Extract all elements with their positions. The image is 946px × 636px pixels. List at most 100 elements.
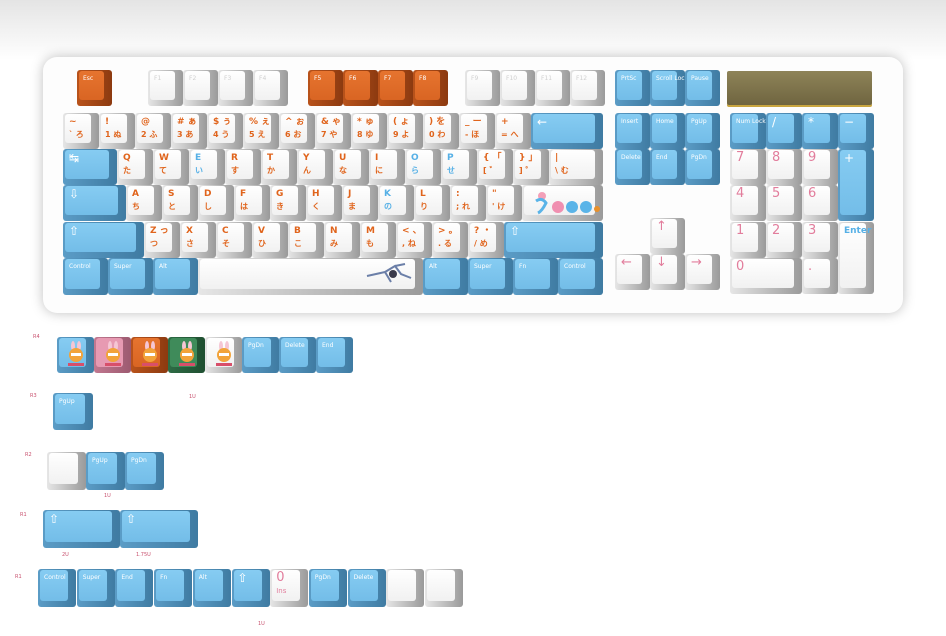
key-pgdn[interactable]: PgDn [685, 149, 720, 185]
key-symbol[interactable]: % ぇ 5 え [243, 113, 279, 149]
key-3[interactable]: 3 [802, 222, 838, 258]
key-8[interactable]: 8 [766, 149, 802, 185]
key-symbol[interactable]: ← [531, 113, 603, 149]
key-f12[interactable]: F12 [570, 70, 605, 106]
key-symbol[interactable]: > 。 . る [432, 222, 468, 258]
key-end[interactable]: End [316, 337, 353, 373]
key-control[interactable]: Control [63, 258, 108, 295]
key-symbol[interactable]: → [685, 254, 720, 290]
key-end[interactable]: End [650, 149, 685, 185]
key-home[interactable]: Home [650, 113, 685, 149]
key-super[interactable]: Super [468, 258, 513, 295]
key-symbol[interactable]: | \ む [549, 149, 603, 185]
key-delete[interactable]: Delete [347, 569, 386, 607]
key-blank[interactable] [47, 452, 86, 490]
key-4[interactable]: 4 [730, 185, 766, 221]
key-symbol[interactable]: ! 1 ぬ [99, 113, 135, 149]
key-symbol[interactable]: * [802, 113, 838, 149]
key-symbol[interactable]: − [838, 113, 874, 149]
key-symbol[interactable]: / [766, 113, 802, 149]
key-symbol[interactable]: @2 ふ [135, 113, 171, 149]
key-blank[interactable] [386, 569, 425, 607]
key-badge[interactable] [168, 337, 205, 373]
key-delete[interactable]: Delete [615, 149, 650, 185]
key-6[interactable]: 6 [802, 185, 838, 221]
key-symbol[interactable]: : ; れ [450, 185, 486, 221]
key-symbol[interactable]: ) を 0 わ [423, 113, 459, 149]
key-symbol[interactable]: ↹ [63, 149, 117, 185]
key-0[interactable]: 0 [730, 258, 802, 294]
key-f2[interactable]: F2 [183, 70, 218, 106]
key-symbol[interactable]: ⇧ [120, 510, 198, 548]
key-symbol[interactable]: < 、 , ね [396, 222, 432, 258]
key-f3[interactable]: F3 [218, 70, 253, 106]
key-alt[interactable]: Alt [423, 258, 468, 295]
key-pgup[interactable]: PgUp [86, 452, 125, 490]
key-f11[interactable]: F11 [535, 70, 570, 106]
key-delete[interactable]: Delete [279, 337, 316, 373]
key-symbol[interactable]: ~ ` ろ [63, 113, 99, 149]
key-symbol[interactable]: } 」] ゜ [513, 149, 549, 185]
key-symbol[interactable]: ( ょ 9 よ [387, 113, 423, 149]
key-f10[interactable]: F10 [500, 70, 535, 106]
key-9[interactable]: 9 [802, 149, 838, 185]
key-symbol[interactable]: ^ ぉ 6 お [279, 113, 315, 149]
key-symbol[interactable]: # ぁ 3 あ [171, 113, 207, 149]
key-insert[interactable]: Insert [615, 113, 650, 149]
key-symbol[interactable]: " ' け [486, 185, 522, 221]
key-control[interactable]: Control [558, 258, 603, 295]
key-7[interactable]: 7 [730, 149, 766, 185]
key-symbol[interactable]: { 「 [ ゛ [477, 149, 513, 185]
key-f9[interactable]: F9 [465, 70, 500, 106]
key-logo[interactable] [522, 185, 603, 221]
key-badge[interactable] [131, 337, 168, 373]
key-0[interactable]: 0 Ins [270, 569, 309, 607]
key-pause[interactable]: Pause [685, 70, 720, 106]
key-f7[interactable]: F7 [378, 70, 413, 106]
key-super[interactable]: Super [76, 569, 115, 607]
key-space[interactable] [198, 258, 423, 295]
key-num-lock[interactable]: Num Lock [730, 113, 766, 149]
key-fn[interactable]: Fn [154, 569, 193, 607]
key-symbol[interactable]: & ゃ 7 や [315, 113, 351, 149]
key-f5[interactable]: F5 [308, 70, 343, 106]
key-scroll-lock[interactable]: Scroll Lock [650, 70, 685, 106]
key-symbol[interactable]: ⇩ [63, 185, 126, 221]
key-super[interactable]: Super [108, 258, 153, 295]
key-symbol[interactable]: ← [615, 254, 650, 290]
key-prtsc[interactable]: PrtSc [615, 70, 650, 106]
key-badge[interactable] [205, 337, 242, 373]
key-f1[interactable]: F1 [148, 70, 183, 106]
key-pgup[interactable]: PgUp [685, 113, 720, 149]
key-symbol[interactable]: + [838, 149, 874, 221]
key-fn[interactable]: Fn [513, 258, 558, 295]
key-symbol[interactable]: ⇧ [504, 222, 603, 258]
key-f4[interactable]: F4 [253, 70, 288, 106]
key-symbol[interactable]: ↓ [650, 254, 685, 290]
key-2[interactable]: 2 [766, 222, 802, 258]
key-alt[interactable]: Alt [153, 258, 198, 295]
key-blank[interactable] [425, 569, 463, 607]
key-symbol[interactable]: ⇧ [231, 569, 270, 607]
